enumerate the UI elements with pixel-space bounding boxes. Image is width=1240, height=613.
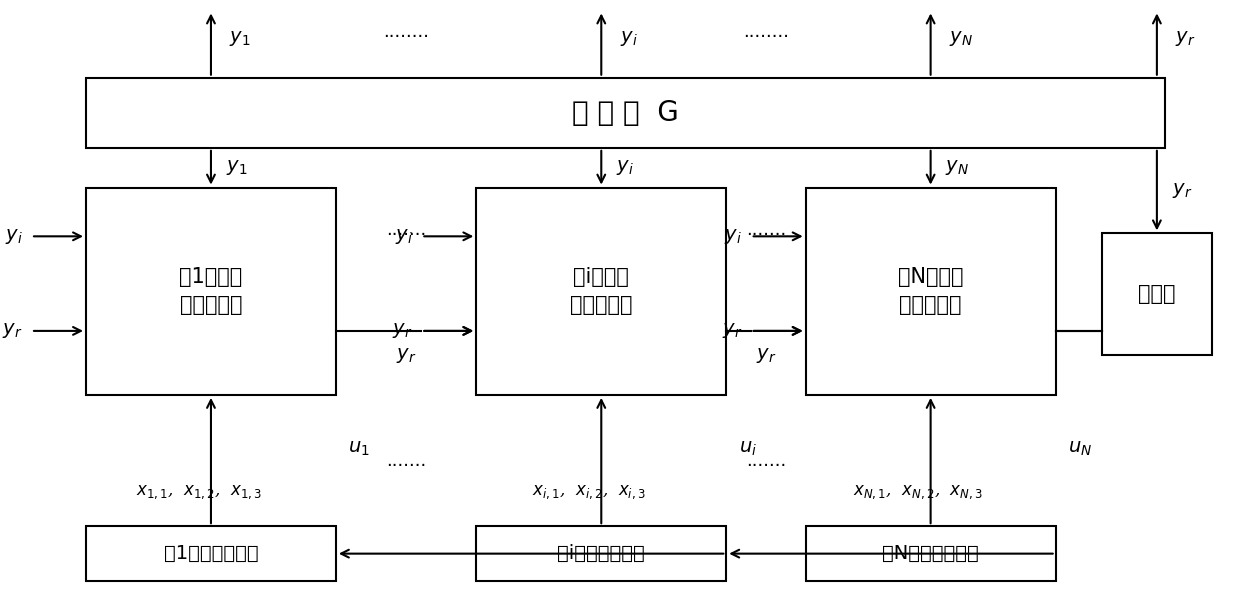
- Text: $y_r$: $y_r$: [393, 321, 413, 340]
- Text: $y_r$: $y_r$: [722, 321, 743, 340]
- Text: .......: .......: [386, 221, 427, 239]
- Text: $y_N$: $y_N$: [945, 158, 970, 177]
- Text: $u_1$: $u_1$: [348, 440, 370, 457]
- Text: $y_r$: $y_r$: [1172, 181, 1192, 200]
- Text: $y_i$: $y_i$: [616, 158, 634, 177]
- Text: 第i个跟随
者的控制器: 第i个跟随 者的控制器: [570, 267, 632, 315]
- Text: $x_{i,1}$,  $x_{i,2}$,  $x_{i,3}$: $x_{i,1}$, $x_{i,2}$, $x_{i,3}$: [532, 484, 646, 501]
- Bar: [86, 78, 1166, 148]
- Text: $u_i$: $u_i$: [739, 440, 756, 457]
- Text: $y_i$: $y_i$: [5, 227, 22, 246]
- Text: $y_N$: $y_N$: [949, 28, 972, 47]
- Text: 第i个单臂机械手: 第i个单臂机械手: [558, 544, 645, 563]
- Text: $y_r$: $y_r$: [2, 321, 22, 340]
- Bar: [476, 526, 727, 581]
- Text: .......: .......: [745, 221, 786, 239]
- Text: 第1个单臂机械手: 第1个单臂机械手: [164, 544, 258, 563]
- Text: $y_1$: $y_1$: [229, 28, 250, 47]
- Text: $y_r$: $y_r$: [1176, 28, 1195, 47]
- Bar: [86, 526, 336, 581]
- Text: ........: ........: [383, 23, 429, 41]
- Text: 领导者: 领导者: [1138, 284, 1176, 304]
- Bar: [1102, 234, 1211, 356]
- Text: $x_{1,1}$,  $x_{1,2}$,  $x_{1,3}$: $x_{1,1}$, $x_{1,2}$, $x_{1,3}$: [135, 484, 262, 501]
- Text: 第N个单臂机械手: 第N个单臂机械手: [882, 544, 980, 563]
- Bar: [476, 188, 727, 395]
- Text: $y_1$: $y_1$: [226, 158, 247, 177]
- Text: ........: ........: [743, 23, 789, 41]
- Text: $y_i$: $y_i$: [620, 28, 637, 47]
- Text: 第N个跟随
者的控制器: 第N个跟随 者的控制器: [898, 267, 963, 315]
- Text: $y_r$: $y_r$: [756, 346, 776, 365]
- Text: $y_i$: $y_i$: [724, 227, 743, 246]
- Text: $y_i$: $y_i$: [396, 227, 413, 246]
- Text: 有 向 图  G: 有 向 图 G: [573, 99, 680, 127]
- Text: .......: .......: [745, 452, 786, 470]
- Text: .......: .......: [386, 452, 427, 470]
- Bar: [86, 188, 336, 395]
- Text: $u_N$: $u_N$: [1068, 440, 1092, 457]
- Bar: [806, 526, 1055, 581]
- Text: $x_{N,1}$,  $x_{N,2}$,  $x_{N,3}$: $x_{N,1}$, $x_{N,2}$, $x_{N,3}$: [853, 484, 983, 501]
- Text: $y_r$: $y_r$: [396, 346, 417, 365]
- Text: 第1个跟随
者的控制器: 第1个跟随 者的控制器: [180, 267, 243, 315]
- Bar: [806, 188, 1055, 395]
